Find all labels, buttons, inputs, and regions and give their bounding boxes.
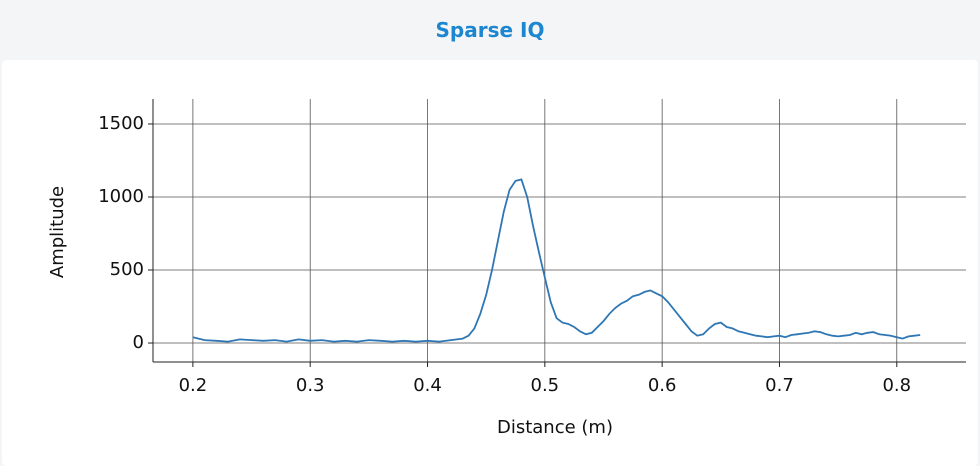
y-axis-label: Amplitude [47, 186, 68, 278]
y-tick-label: 1500 [98, 113, 144, 134]
y-tick-label: 1000 [98, 186, 144, 207]
card [2, 60, 978, 466]
x-tick-label: 0.2 [179, 375, 208, 396]
x-tick-label: 0.4 [413, 375, 442, 396]
x-tick-label: 0.5 [531, 375, 560, 396]
y-tick-label: 0 [133, 332, 144, 353]
x-tick-label: 0.3 [296, 375, 325, 396]
x-axis-label: Distance (m) [497, 417, 613, 438]
header-title: Sparse IQ [0, 0, 980, 58]
x-tick-label: 0.6 [648, 375, 677, 396]
x-tick-label: 0.7 [765, 375, 794, 396]
x-tick-label: 0.8 [882, 375, 911, 396]
data-line [192, 178, 921, 343]
y-tick-label: 500 [110, 259, 144, 280]
